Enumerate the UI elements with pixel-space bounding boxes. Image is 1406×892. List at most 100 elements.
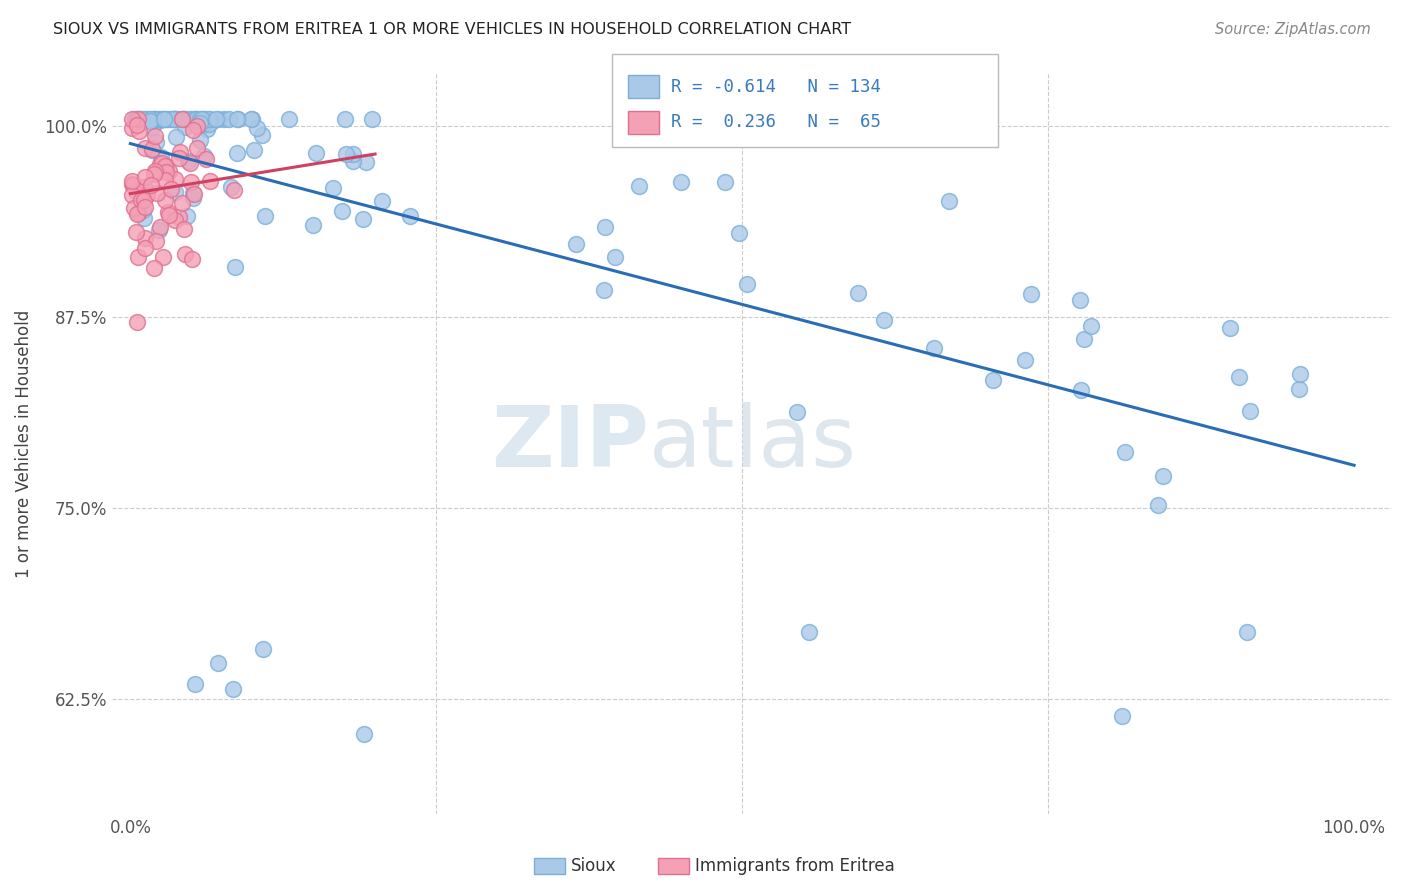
Point [125, 119, 148, 133]
Point [122, 201, 145, 215]
Point [1152, 469, 1174, 483]
Point [1070, 383, 1092, 397]
Point [1069, 293, 1091, 307]
Point [172, 196, 194, 211]
Point [181, 112, 204, 126]
Point [146, 112, 169, 126]
Point [226, 146, 249, 161]
Point [142, 112, 165, 126]
Point [134, 180, 156, 194]
Point [155, 193, 177, 207]
Point [190, 112, 212, 126]
Point [342, 146, 364, 161]
Text: atlas: atlas [650, 402, 858, 485]
Point [1236, 624, 1258, 639]
Point [193, 148, 215, 162]
Point [131, 193, 153, 207]
Point [135, 188, 157, 202]
Y-axis label: 1 or more Vehicles in Household: 1 or more Vehicles in Household [15, 310, 32, 578]
Point [167, 151, 190, 165]
Point [179, 156, 201, 170]
Point [922, 341, 945, 355]
Point [139, 112, 162, 126]
Point [146, 114, 169, 128]
Point [139, 178, 162, 192]
Point [169, 145, 191, 159]
Point [131, 112, 153, 126]
Point [361, 112, 384, 126]
Point [149, 112, 172, 126]
Point [181, 186, 204, 200]
Point [176, 153, 198, 168]
Point [148, 223, 170, 237]
Point [183, 677, 205, 691]
Point [194, 117, 217, 131]
Text: R = -0.614   N = 134: R = -0.614 N = 134 [671, 78, 880, 95]
Point [145, 234, 167, 248]
Point [156, 112, 179, 126]
Point [180, 175, 202, 189]
Point [153, 159, 176, 173]
Point [186, 119, 208, 133]
Point [162, 112, 184, 126]
Point [149, 219, 172, 234]
Point [165, 213, 187, 227]
Point [174, 120, 197, 135]
Point [138, 112, 160, 126]
Point [190, 112, 212, 126]
Point [125, 315, 148, 329]
Point [399, 209, 422, 223]
Point [142, 167, 165, 181]
Point [121, 178, 143, 192]
Point [134, 170, 156, 185]
Point [152, 112, 174, 126]
Point [370, 194, 392, 208]
Point [735, 277, 758, 291]
Point [593, 219, 616, 234]
Point [155, 112, 177, 126]
Point [277, 112, 299, 126]
Point [173, 112, 195, 126]
Point [1114, 445, 1136, 459]
Point [143, 128, 166, 143]
Point [150, 156, 173, 170]
Point [207, 656, 229, 670]
Point [121, 188, 143, 202]
Point [125, 112, 148, 126]
Point [191, 112, 214, 127]
Point [143, 163, 166, 178]
Point [240, 112, 263, 126]
Point [160, 112, 183, 126]
Point [160, 182, 183, 196]
Point [1227, 370, 1250, 384]
Point [141, 143, 163, 157]
Point [246, 120, 269, 135]
Point [165, 112, 187, 126]
Point [179, 112, 201, 126]
Point [124, 112, 146, 126]
Point [305, 145, 328, 160]
Point [188, 133, 211, 147]
Point [127, 207, 149, 221]
Point [342, 154, 364, 169]
Point [353, 726, 375, 740]
Point [194, 152, 217, 166]
Point [141, 142, 163, 156]
Point [1239, 403, 1261, 417]
Point [728, 226, 751, 240]
Point [165, 129, 187, 144]
Point [1080, 319, 1102, 334]
Point [176, 210, 198, 224]
Point [129, 193, 152, 207]
Point [153, 173, 176, 187]
Point [131, 112, 153, 126]
Point [156, 205, 179, 219]
Point [183, 190, 205, 204]
Point [253, 210, 276, 224]
Point [240, 112, 263, 126]
Point [207, 112, 229, 126]
Point [243, 143, 266, 157]
Point [173, 112, 195, 126]
Point [200, 115, 222, 129]
Point [226, 112, 249, 126]
